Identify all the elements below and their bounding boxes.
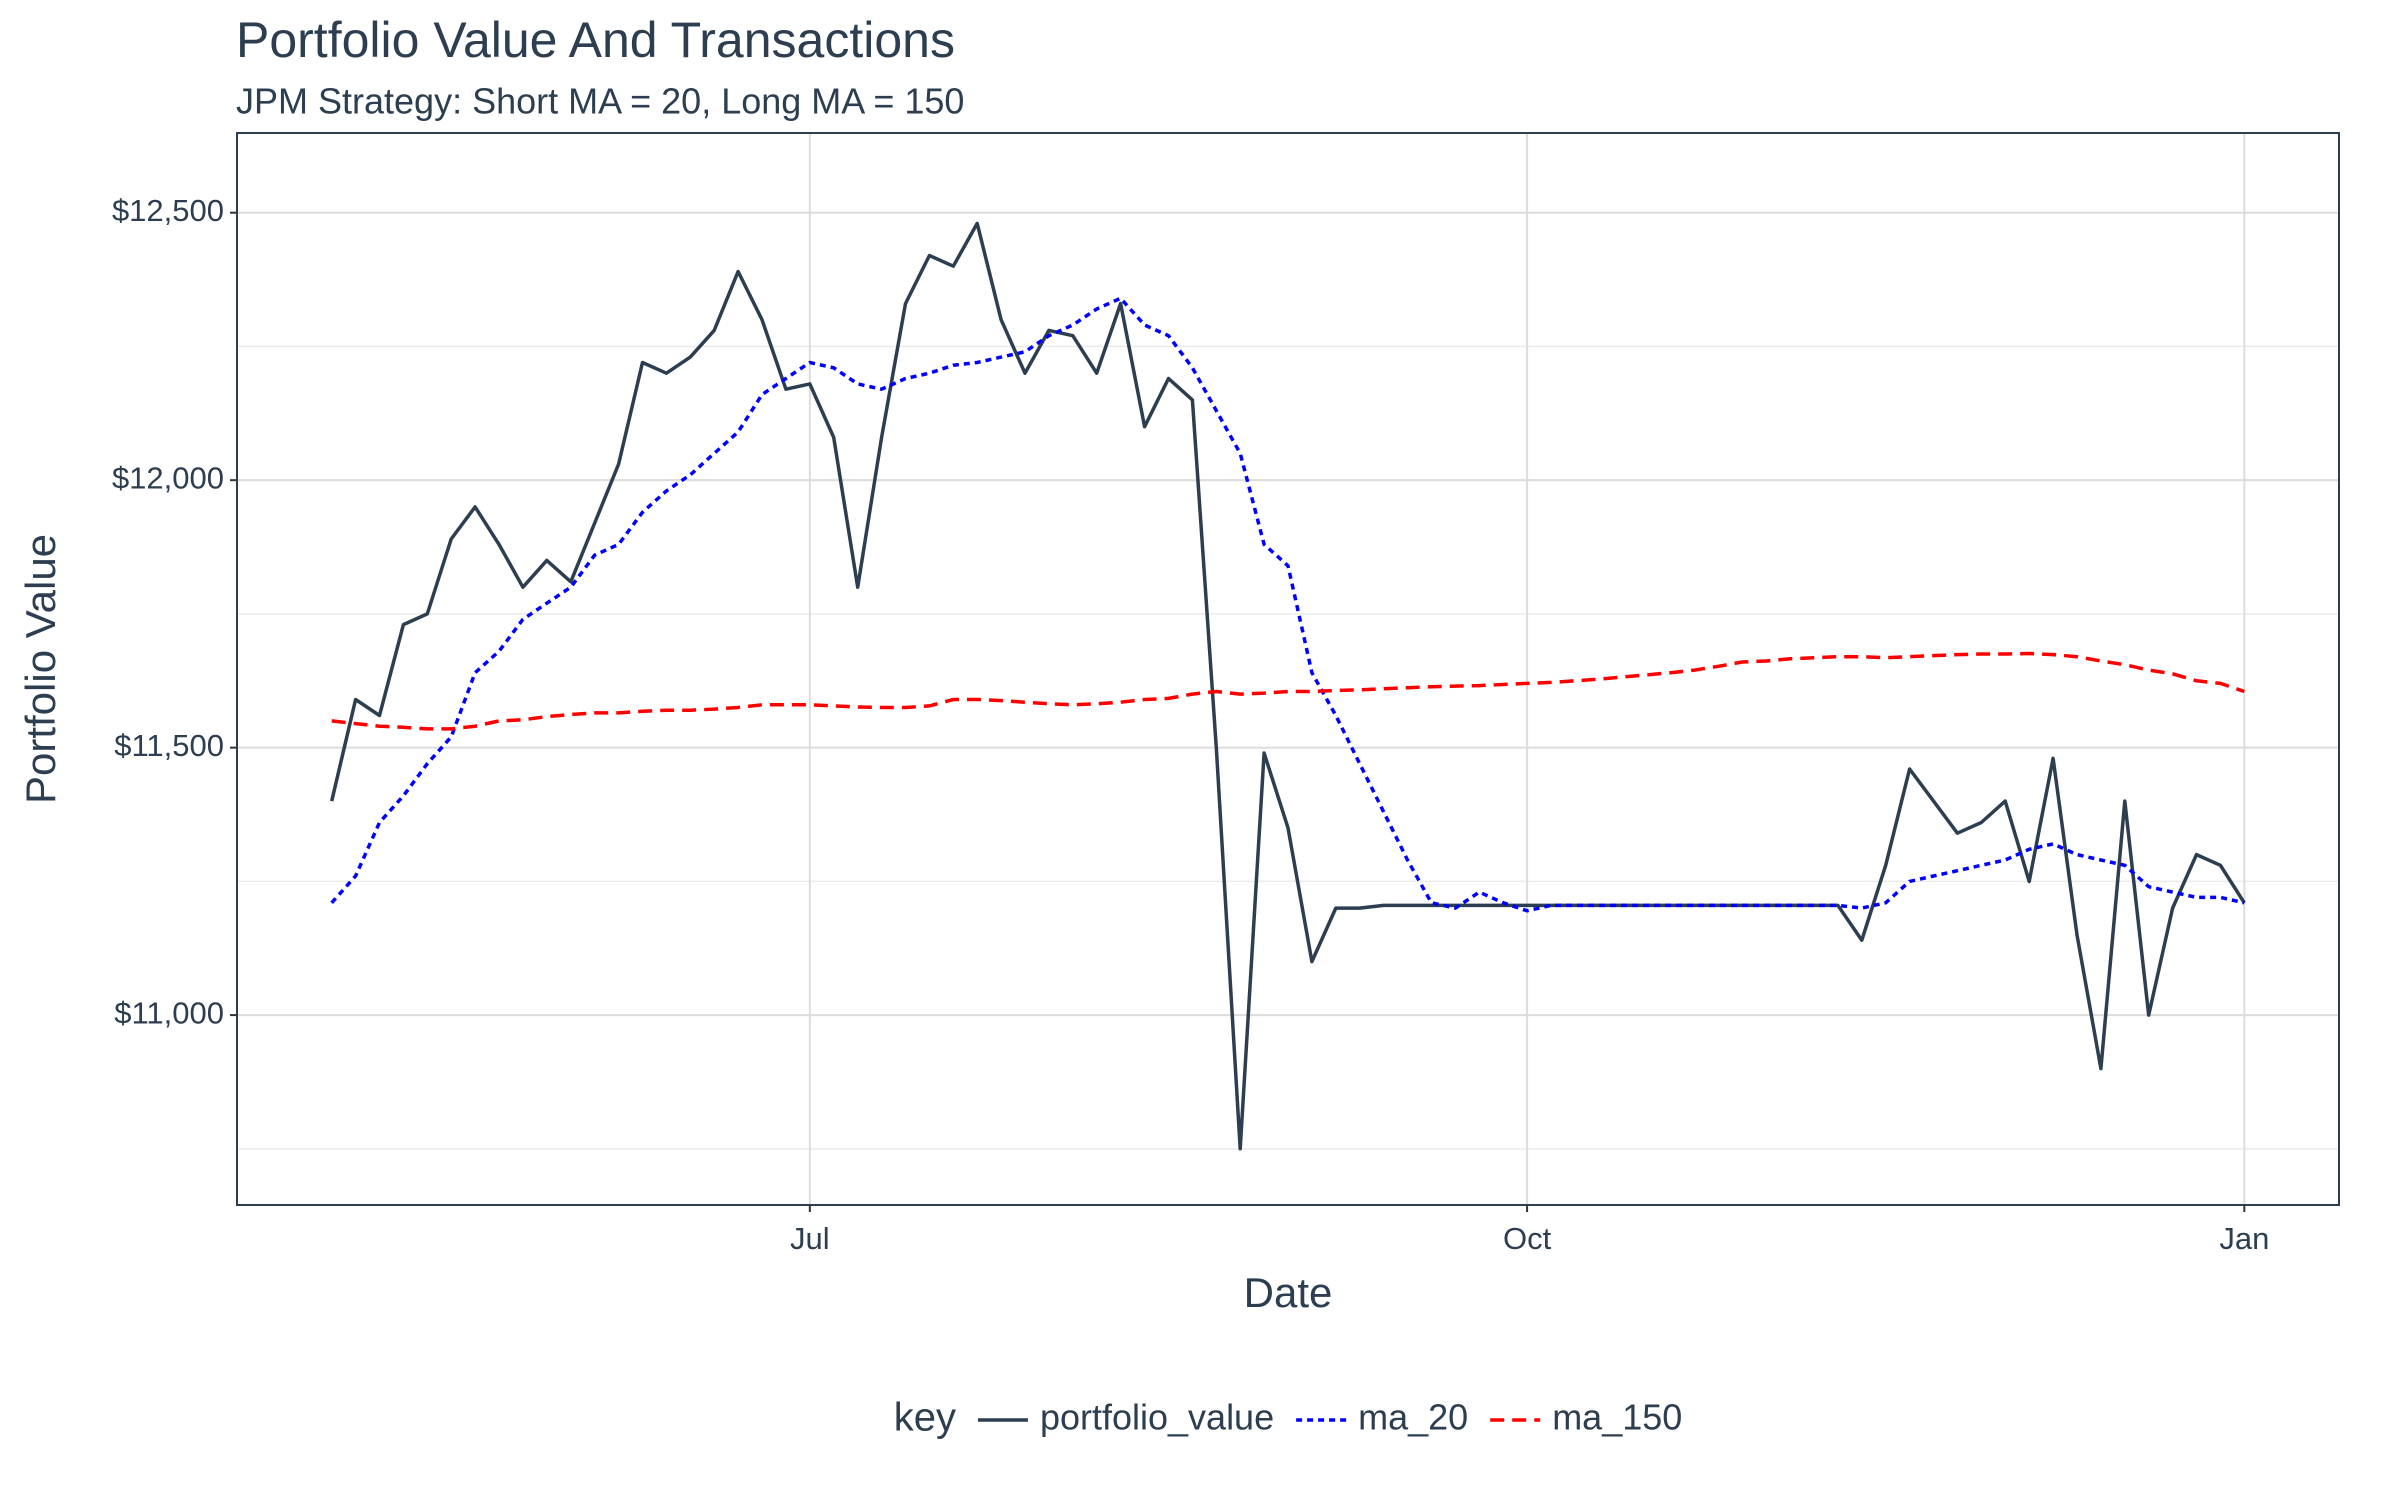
legend-label: ma_20	[1358, 1397, 1468, 1438]
chart-subtitle: JPM Strategy: Short MA = 20, Long MA = 1…	[236, 81, 964, 122]
line-series	[331, 651, 2245, 731]
y-tick-label: $11,500	[114, 728, 224, 763]
x-tick-label: Jul	[790, 1221, 830, 1256]
plot-border	[236, 132, 2340, 1206]
x-axis-title: Date	[1244, 1269, 1333, 1316]
y-tick-label: $11,000	[114, 995, 224, 1030]
y-tick-label: $12,000	[112, 460, 224, 495]
line-series	[330, 296, 2245, 913]
legend-label: portfolio_value	[1040, 1397, 1274, 1438]
chart-title: Portfolio Value And Transactions	[236, 12, 955, 68]
legend: key portfolio_value ma_20 ma_150	[894, 1396, 1683, 1440]
line-series	[329, 221, 2246, 1151]
legend-title: key	[894, 1396, 956, 1440]
legend-label: ma_150	[1552, 1397, 1682, 1438]
x-tick-label: Jan	[2219, 1221, 2269, 1256]
x-tick-label: Oct	[1503, 1221, 1552, 1256]
y-tick-label: $12,500	[112, 193, 224, 228]
y-axis-title: Portfolio Value	[17, 534, 64, 804]
